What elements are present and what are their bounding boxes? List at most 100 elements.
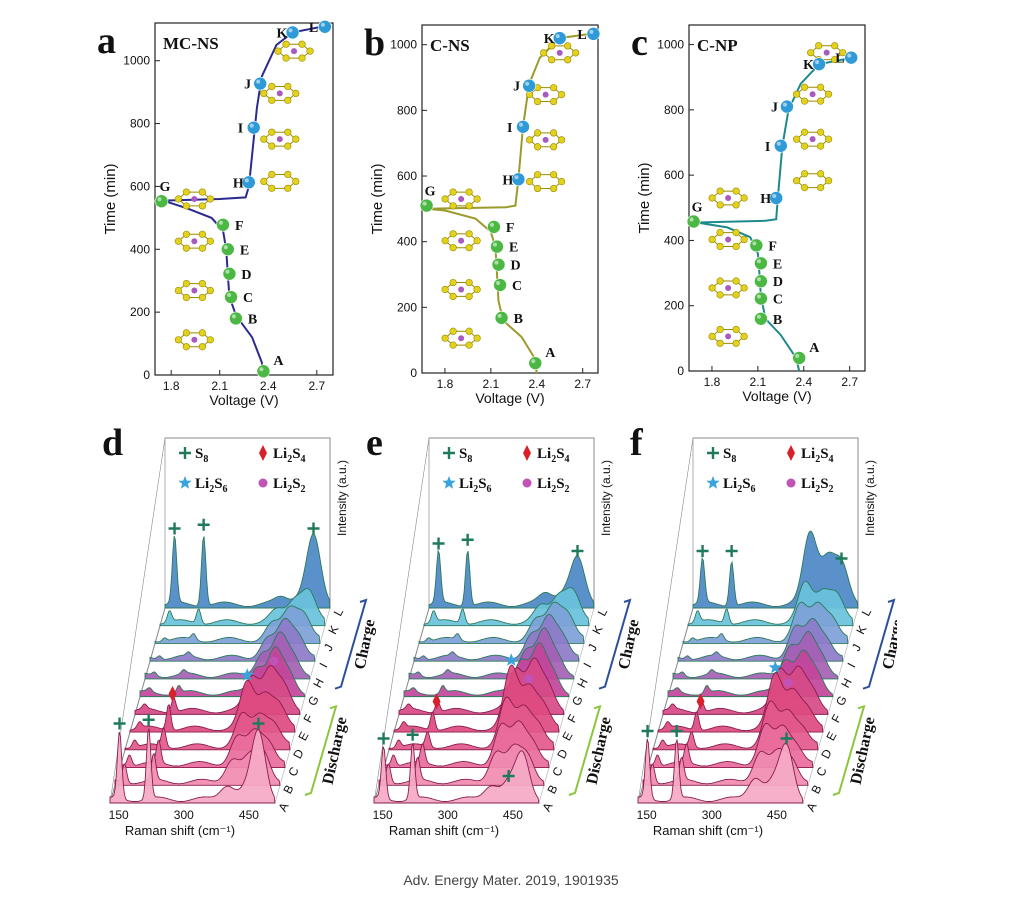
point-highlight — [795, 353, 800, 358]
sulfur-atom — [465, 278, 473, 287]
legend-label: Li2S4 — [801, 446, 834, 465]
sulfur-atom — [441, 334, 449, 342]
panel-e: e S8 Li2S4 Li2S6 Li2S2 150 300 450 Raman shift (… — [366, 422, 643, 838]
x-tick-label: 2.1 — [211, 379, 228, 393]
x-tick-label: 1.8 — [437, 377, 454, 391]
depth-label: I — [581, 661, 595, 671]
s8-marker — [835, 552, 848, 565]
point-highlight — [492, 242, 497, 247]
y-tick-label: 400 — [397, 235, 417, 249]
sulfur-atom — [839, 49, 847, 57]
li2s6-marker — [504, 653, 518, 666]
depth-label: L — [331, 606, 347, 619]
sulfur-cluster-sketch — [526, 84, 566, 106]
spectrum-slice — [164, 533, 331, 609]
sulfur-atom — [174, 237, 182, 245]
depth-label: A — [275, 800, 291, 814]
point-highlight — [231, 314, 236, 319]
s8-cross — [142, 713, 155, 726]
s8-marker — [168, 522, 181, 535]
s8-cross — [377, 732, 390, 745]
sulfur-atom — [473, 237, 481, 245]
state-point — [754, 256, 768, 271]
lithium-atom — [556, 49, 563, 56]
sulfur-atom — [206, 336, 214, 344]
sulfur-cluster-sketch — [441, 278, 481, 301]
depth-label: L — [859, 606, 875, 619]
sulfur-atom — [206, 195, 214, 203]
point-label: A — [809, 341, 820, 356]
x-tick-label: 150 — [109, 808, 129, 822]
point-label: J — [513, 80, 520, 95]
sulfur-atom — [792, 177, 801, 185]
point-highlight — [756, 294, 761, 299]
point-label: B — [248, 312, 257, 327]
y-tick-label: 600 — [664, 168, 684, 182]
point-highlight — [497, 313, 502, 318]
point-highlight — [756, 277, 761, 282]
sulfur-atom — [558, 90, 566, 99]
sulfur-atom — [816, 83, 825, 91]
sulfur-atom — [716, 339, 724, 347]
point-label: G — [692, 201, 703, 216]
point-label: H — [760, 192, 771, 207]
legend-label: Li2S6 — [195, 476, 228, 495]
lithium-atom — [542, 136, 549, 143]
sulfur-atom — [182, 202, 190, 210]
state-point — [516, 119, 530, 134]
point-label: L — [309, 21, 318, 36]
sulfur-atom — [716, 277, 724, 285]
point-label: K — [803, 58, 814, 73]
state-point — [419, 198, 434, 213]
li2s4-marker — [696, 693, 705, 710]
s8-cross — [432, 537, 445, 550]
sulfur-atom — [716, 228, 724, 237]
point-highlight — [494, 260, 499, 265]
y-tick-label: 800 — [130, 117, 150, 131]
state-point — [216, 217, 230, 232]
s8-cross — [113, 717, 126, 730]
sulfur-atom — [198, 343, 206, 351]
lithium-atom — [191, 238, 198, 245]
point-label: B — [773, 313, 782, 328]
point-highlight — [555, 34, 560, 39]
sulfur-atom — [816, 128, 825, 136]
x-tick-label: 300 — [174, 808, 194, 822]
point-label: D — [241, 268, 251, 283]
x-tick-label: 2.7 — [841, 375, 858, 389]
depth-label: F — [829, 712, 845, 725]
point-label: G — [159, 180, 170, 195]
lithium-atom — [458, 286, 465, 293]
point-highlight — [752, 241, 757, 246]
sulfur-atom — [740, 235, 748, 244]
point-label: J — [244, 78, 251, 93]
point-highlight — [756, 259, 761, 264]
point-highlight — [157, 197, 162, 202]
sulfur-atom — [732, 242, 740, 251]
lithium-atom — [191, 336, 198, 343]
legend-li2s4-icon — [523, 445, 531, 461]
sulfur-atom — [572, 49, 580, 57]
x-tick-label: 300 — [438, 808, 458, 822]
sulfur-atom — [708, 194, 716, 202]
legend-label: Li2S4 — [273, 446, 306, 465]
s8-cross — [725, 545, 738, 557]
lithium-atom — [276, 90, 283, 97]
depth-label: C — [813, 764, 830, 779]
depth-label: G — [305, 693, 322, 708]
lithium-atom — [191, 196, 198, 202]
legend-li2s6-icon — [442, 476, 456, 489]
legend-s8-icon — [179, 447, 191, 459]
li2s4-marker — [168, 685, 177, 702]
sulfur-atom — [824, 135, 833, 143]
sulfur-cluster-sketch — [174, 188, 214, 210]
sulfur-cluster-sketch — [441, 327, 481, 349]
sulfur-atom — [306, 47, 314, 55]
sulfur-atom — [548, 42, 556, 50]
s8-cross — [252, 717, 265, 730]
x-tick-label: 150 — [637, 808, 657, 822]
depth-label: B — [544, 783, 560, 797]
sulfur-atom — [182, 279, 190, 288]
li2s4-marker — [432, 693, 441, 710]
sulfur-atom — [449, 230, 457, 238]
